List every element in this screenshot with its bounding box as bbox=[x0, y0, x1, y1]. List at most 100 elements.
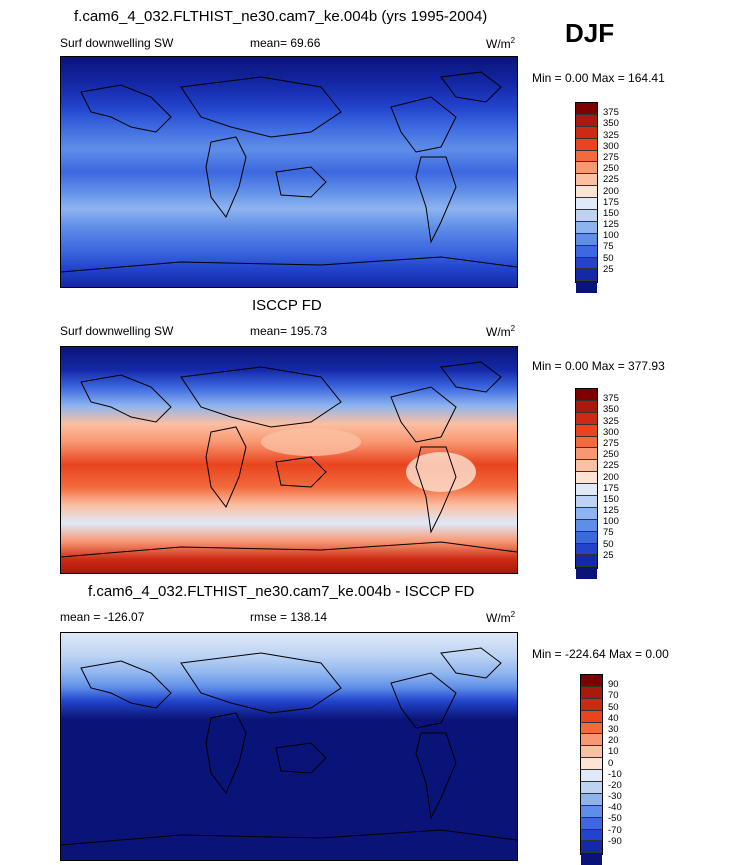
colorbar-segment bbox=[576, 507, 597, 520]
panel1-mean-label: mean= 69.66 bbox=[250, 36, 321, 50]
panel1-map bbox=[60, 56, 518, 288]
panel2-variable-label: Surf downwelling SW bbox=[60, 324, 174, 338]
colorbar-tick-label: 20 bbox=[608, 735, 619, 747]
colorbar-tick-label: 225 bbox=[603, 174, 619, 186]
colorbar-segment bbox=[581, 746, 602, 759]
colorbar-tick-label: 50 bbox=[603, 538, 614, 550]
colorbar-tick-label: 175 bbox=[603, 482, 619, 494]
colorbar-segment bbox=[576, 162, 597, 175]
colorbar-segment bbox=[576, 138, 597, 151]
colorbar-segment bbox=[581, 698, 602, 711]
colorbar-segment bbox=[576, 436, 597, 449]
panel1-units: W/m2 bbox=[486, 36, 516, 51]
colorbar-segment bbox=[581, 853, 602, 865]
colorbar-segment bbox=[576, 412, 597, 425]
panel1-continents bbox=[61, 71, 517, 273]
colorbar-tick-label: 40 bbox=[608, 712, 619, 724]
colorbar-segment bbox=[581, 710, 602, 723]
colorbar-tick-label: 350 bbox=[603, 118, 619, 130]
panel1-title: f.cam6_4_032.FLTHIST_ne30.cam7_ke.004b (… bbox=[74, 8, 488, 25]
panel3-units: W/m2 bbox=[486, 610, 516, 625]
colorbar-segment bbox=[576, 210, 597, 222]
panel2-minmax: Min = 0.00 Max = 377.93 bbox=[532, 359, 665, 373]
panel2-colorbar-segments bbox=[576, 389, 597, 580]
colorbar-tick-label: 50 bbox=[608, 701, 619, 713]
colorbar-segment bbox=[576, 484, 597, 497]
panel2-map bbox=[60, 346, 518, 574]
colorbar-segment bbox=[576, 472, 597, 485]
panel3-minmax: Min = -224.64 Max = 0.00 bbox=[532, 647, 669, 661]
colorbar-segment bbox=[576, 269, 597, 282]
colorbar-segment bbox=[576, 245, 597, 258]
panel2-mean-label: mean= 195.73 bbox=[250, 324, 328, 338]
colorbar-tick-label: 0 bbox=[608, 757, 614, 769]
panel3-colorbar-segments bbox=[581, 675, 602, 865]
colorbar-segment bbox=[576, 567, 597, 580]
colorbar-tick-label: 275 bbox=[603, 151, 619, 163]
colorbar-tick-label: 70 bbox=[608, 690, 619, 702]
panel1-minmax: Min = 0.00 Max = 164.41 bbox=[532, 71, 665, 85]
colorbar-segment bbox=[576, 519, 597, 532]
colorbar-segment bbox=[581, 722, 602, 735]
colorbar-tick-label: 275 bbox=[603, 437, 619, 449]
colorbar-tick-label: -10 bbox=[608, 768, 622, 780]
panel1-colorbar-segments bbox=[576, 103, 597, 294]
colorbar-tick-label: 375 bbox=[603, 393, 619, 405]
colorbar-segment bbox=[581, 782, 602, 794]
colorbar-tick-label: 50 bbox=[603, 252, 614, 264]
colorbar-segment bbox=[576, 126, 597, 139]
colorbar-tick-label: 100 bbox=[603, 230, 619, 242]
colorbar-segment bbox=[581, 686, 602, 699]
panel3-mean-label: mean = -126.07 bbox=[60, 610, 145, 624]
colorbar-tick-label: 10 bbox=[608, 746, 619, 758]
colorbar-segment bbox=[576, 400, 597, 413]
colorbar-segment bbox=[576, 114, 597, 127]
colorbar-tick-label: 30 bbox=[608, 723, 619, 735]
colorbar-tick-label: -50 bbox=[608, 813, 622, 825]
colorbar-segment bbox=[576, 257, 597, 270]
colorbar-tick-label: 250 bbox=[603, 163, 619, 175]
colorbar-tick-label: 350 bbox=[603, 404, 619, 416]
season-label: DJF bbox=[565, 18, 615, 48]
colorbar-tick-label: 200 bbox=[603, 471, 619, 483]
colorbar-segment bbox=[581, 770, 602, 783]
colorbar-segment bbox=[581, 805, 602, 818]
colorbar-segment bbox=[576, 221, 597, 234]
colorbar-segment bbox=[576, 496, 597, 508]
colorbar-segment bbox=[576, 281, 597, 294]
colorbar-segment bbox=[576, 198, 597, 211]
colorbar-tick-label: 200 bbox=[603, 185, 619, 197]
panel2-title: ISCCP FD bbox=[252, 297, 322, 314]
colorbar-tick-label: 125 bbox=[603, 219, 619, 231]
panel3-map bbox=[60, 632, 518, 861]
panel3-rmse-label: rmse = 138.14 bbox=[250, 610, 328, 624]
panel3-title: f.cam6_4_032.FLTHIST_ne30.cam7_ke.004b -… bbox=[88, 583, 475, 600]
colorbar-segment bbox=[581, 734, 602, 747]
colorbar-segment bbox=[576, 186, 597, 199]
colorbar-tick-label: 300 bbox=[603, 426, 619, 438]
colorbar-segment bbox=[581, 829, 602, 842]
colorbar-tick-label: -20 bbox=[608, 779, 622, 791]
colorbar-segment bbox=[576, 233, 597, 246]
colorbar-tick-label: 150 bbox=[603, 207, 619, 219]
colorbar-tick-label: 325 bbox=[603, 129, 619, 141]
colorbar-segment bbox=[581, 675, 602, 687]
colorbar-tick-label: 25 bbox=[603, 263, 614, 275]
colorbar-tick-label: -40 bbox=[608, 802, 622, 814]
colorbar-tick-label: 25 bbox=[603, 549, 614, 561]
colorbar-tick-label: 375 bbox=[603, 107, 619, 119]
panel1-colorbar bbox=[575, 102, 598, 294]
panel2-units: W/m2 bbox=[486, 324, 516, 339]
colorbar-tick-label: 150 bbox=[603, 493, 619, 505]
colorbar-segment bbox=[576, 150, 597, 163]
colorbar-segment bbox=[576, 103, 597, 115]
colorbar-segment bbox=[581, 758, 602, 771]
colorbar-segment bbox=[576, 460, 597, 473]
panel2-continents bbox=[61, 361, 517, 558]
colorbar-segment bbox=[581, 817, 602, 830]
colorbar-tick-label: 125 bbox=[603, 505, 619, 517]
colorbar-segment bbox=[581, 793, 602, 806]
panel3-continents bbox=[61, 647, 517, 846]
panel1-variable-label: Surf downwelling SW bbox=[60, 36, 174, 50]
colorbar-tick-label: 100 bbox=[603, 516, 619, 528]
